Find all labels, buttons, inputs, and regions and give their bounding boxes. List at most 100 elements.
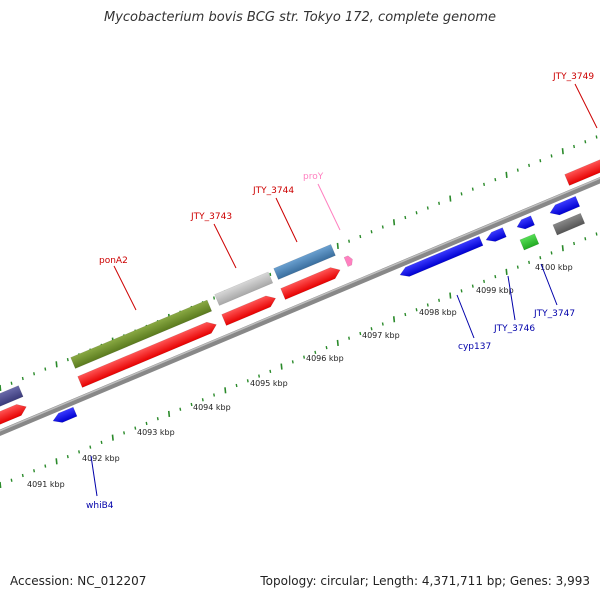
- reverse-track-tick: [111, 434, 114, 441]
- reverse-track-tick: [595, 232, 598, 236]
- cds-left-top[interactable]: [0, 385, 24, 408]
- scale-label-4097: 4097 kbp: [362, 331, 400, 340]
- scale-label-4096: 4096 kbp: [306, 354, 344, 363]
- genome-summary-text: Topology: circular; Length: 4,371,711 bp…: [260, 574, 590, 588]
- reverse-track-tick: [415, 308, 418, 312]
- reverse-track-tick: [449, 292, 452, 299]
- cds-jty3746[interactable]: [484, 227, 507, 245]
- reverse-track-tick: [134, 426, 137, 430]
- reverse-track-tick: [483, 279, 486, 283]
- reverse-track-tick: [246, 379, 249, 383]
- genome-backbone: [0, 176, 600, 437]
- reverse-track-tick: [528, 260, 531, 265]
- reverse-track-tick: [201, 398, 204, 402]
- rna-proy[interactable]: [343, 255, 354, 267]
- forward-track-tick: [471, 187, 474, 191]
- forward-track-tick: [516, 168, 519, 172]
- forward-track-tick: [381, 225, 384, 229]
- feature-track: [0, 155, 600, 426]
- scale-label-4095: 4095 kbp: [250, 379, 288, 388]
- cds-cyp137[interactable]: [398, 235, 484, 279]
- reverse-track-tick: [66, 454, 69, 459]
- scale-label-4094: 4094 kbp: [193, 403, 231, 412]
- reverse-track-tick: [381, 322, 384, 326]
- forward-track-tick: [460, 192, 463, 196]
- cds-jty3747-c[interactable]: [552, 212, 586, 236]
- forward-track-tick: [415, 211, 418, 215]
- reverse-track-tick: [359, 331, 362, 336]
- reverse-track-tick: [494, 274, 497, 279]
- gene-label-whib4: whiB4: [86, 501, 114, 511]
- leader-line-cyp137: [456, 294, 475, 339]
- forward-track-tick: [336, 242, 339, 250]
- reverse-track-tick: [123, 431, 126, 435]
- forward-track-tick: [269, 272, 272, 276]
- gene-label-jty3747: JTY_3747: [533, 309, 575, 319]
- genome-title: Mycobacterium bovis BCG str. Tokyo 172, …: [104, 10, 496, 25]
- reverse-track-tick: [460, 289, 463, 293]
- reverse-track-tick: [336, 339, 339, 347]
- cds-jty3749[interactable]: [564, 155, 600, 186]
- scale-label-4098: 4098 kbp: [419, 308, 457, 317]
- reverse-track-tick: [471, 284, 474, 288]
- forward-track-tick: [213, 296, 216, 300]
- forward-track-tick: [584, 140, 587, 144]
- reverse-track-tick: [100, 440, 103, 445]
- leader-line-jty3747: [540, 263, 558, 306]
- cds-jty3744-top[interactable]: [273, 244, 336, 280]
- cds-pona2-top[interactable]: [70, 299, 213, 369]
- leader-line-jty3744: [275, 197, 298, 243]
- reverse-track-tick: [258, 374, 261, 378]
- cds-left[interactable]: [0, 401, 29, 426]
- forward-track-tick: [392, 219, 396, 226]
- reverse-track-tick: [404, 312, 407, 317]
- cds-jty3744[interactable]: [280, 264, 343, 300]
- reverse-track-tick: [561, 245, 564, 252]
- reverse-track-tick: [303, 355, 306, 359]
- reverse-track-tick: [280, 363, 283, 370]
- scale-label-4093: 4093 kbp: [137, 428, 175, 437]
- reverse-track-tick: [573, 241, 576, 246]
- accession-text: Accession: NC_012207: [10, 574, 147, 588]
- cds-pona2[interactable]: [77, 319, 219, 388]
- gene-label-jty3749: JTY_3749: [552, 72, 594, 82]
- cds-jty3743-top[interactable]: [214, 271, 274, 306]
- cds-jty3743[interactable]: [221, 293, 278, 326]
- cds-jty3747-d[interactable]: [519, 233, 540, 251]
- gene-label-pona2: ponA2: [99, 256, 128, 266]
- forward-track-tick: [44, 367, 47, 371]
- forward-track-tick: [0, 384, 2, 392]
- reverse-track-tick: [269, 369, 272, 373]
- leader-line-pona2: [113, 265, 137, 311]
- forward-track-tick: [573, 144, 576, 149]
- forward-track-tick: [426, 206, 429, 210]
- reverse-track-tick: [438, 298, 441, 302]
- reverse-track-tick: [426, 303, 429, 307]
- reverse-track-tick: [145, 421, 148, 426]
- forward-track-tick: [483, 182, 486, 186]
- reverse-track-tick: [224, 387, 227, 394]
- gene-label-jty3746: JTY_3746: [493, 324, 535, 334]
- cds-jty3747-b[interactable]: [548, 195, 581, 218]
- scale-label-4099: 4099 kbp: [476, 286, 514, 295]
- reverse-track-tick: [539, 256, 542, 260]
- cds-whib4[interactable]: [51, 406, 78, 426]
- forward-track-tick: [348, 239, 351, 243]
- forward-track-tick: [550, 154, 553, 158]
- forward-track-tick: [561, 148, 564, 155]
- reverse-track-tick: [235, 383, 238, 388]
- label-layer: 4091 kbp 4092 kbp 4093 kbp 4094 kbp 4095…: [27, 72, 598, 511]
- forward-track-tick: [528, 163, 531, 168]
- reverse-track-tick: [78, 450, 81, 454]
- gene-label-jty3743: JTY_3743: [190, 212, 232, 222]
- reverse-tick-track: [0, 232, 598, 489]
- reverse-track-tick: [156, 417, 159, 421]
- reverse-track-tick: [291, 360, 294, 364]
- reverse-track-tick: [21, 473, 24, 478]
- cds-jty3747-a[interactable]: [515, 215, 535, 232]
- reverse-track-tick: [505, 268, 508, 275]
- scale-label-4092: 4092 kbp: [82, 454, 120, 463]
- reverse-track-tick: [44, 464, 47, 468]
- forward-track-tick: [359, 234, 362, 239]
- forward-track-tick: [505, 171, 508, 178]
